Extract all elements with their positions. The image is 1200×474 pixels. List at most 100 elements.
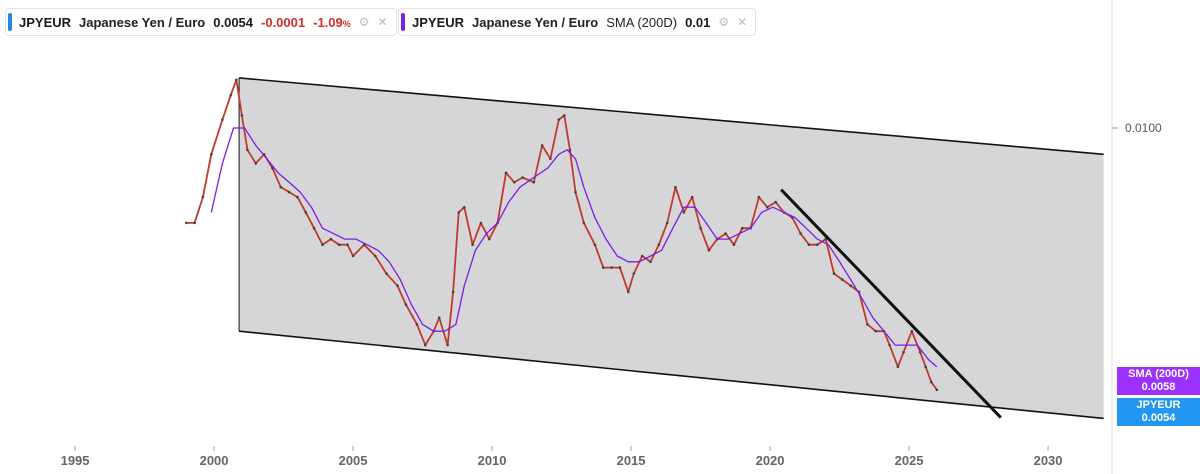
- price-point-7: [240, 114, 244, 117]
- price-point-21: [351, 254, 355, 258]
- price-point-34: [463, 205, 466, 209]
- gear-icon[interactable]: ⚙: [718, 15, 730, 29]
- price-point-24: [385, 272, 388, 275]
- price-point-75: [799, 232, 802, 235]
- price-point-36: [479, 221, 483, 225]
- sma-series-line: [210, 127, 938, 368]
- price-point-8: [246, 148, 249, 152]
- price-point-19: [337, 243, 341, 246]
- price-point-90: [918, 351, 922, 354]
- price-point-46: [563, 114, 566, 117]
- price-point-6: [235, 78, 238, 82]
- channel-upper-line: [239, 77, 1104, 156]
- price-point-72: [774, 200, 777, 204]
- price-point-71: [766, 205, 769, 209]
- price-point-23: [374, 254, 377, 258]
- sma-tag-label: SMA (200D): [1128, 368, 1189, 380]
- price-point-4: [221, 118, 224, 121]
- price-point-27: [415, 323, 419, 326]
- sma-price-tag: SMA (200D) 0.0058: [1117, 367, 1200, 395]
- price-point-44: [549, 157, 552, 161]
- price-point-60: [674, 185, 677, 189]
- close-icon[interactable]: ✕: [377, 15, 388, 29]
- sma-series-swatch: [401, 13, 405, 31]
- price-point-62: [690, 195, 694, 199]
- price-point-13: [287, 190, 291, 194]
- series-layer: [185, 78, 939, 392]
- price-point-18: [329, 237, 333, 241]
- price-point-12: [279, 185, 283, 189]
- legend-sma-name: Japanese Yen / Euro: [472, 14, 599, 30]
- price-point-5: [229, 94, 232, 97]
- downtrend-line: [780, 188, 1002, 419]
- price-tag-label: JPYEUR: [1136, 399, 1181, 411]
- price-point-58: [657, 243, 661, 246]
- channel-lower-line: [238, 330, 1104, 420]
- close-icon[interactable]: ✕: [737, 15, 748, 29]
- price-point-42: [532, 181, 536, 184]
- sma-tag-value: 0.0058: [1141, 381, 1176, 393]
- x-tick-label-1995: 1995: [61, 453, 90, 468]
- x-tick-label-2005: 2005: [339, 453, 368, 468]
- price-point-1: [193, 221, 196, 225]
- price-point-47: [568, 148, 572, 152]
- gear-icon[interactable]: ⚙: [358, 15, 370, 29]
- price-point-64: [707, 249, 711, 252]
- legend-symbol: JPYEUR: [19, 14, 72, 30]
- legend-value: 0.0054: [213, 14, 254, 30]
- price-point-87: [896, 365, 900, 369]
- price-point-26: [404, 303, 408, 306]
- price-point-3: [210, 153, 213, 156]
- price-point-66: [724, 232, 727, 235]
- legend-change-pct: -1.09%: [313, 14, 351, 30]
- price-point-15: [304, 211, 308, 214]
- price-point-68: [741, 226, 744, 230]
- legend-name: Japanese Yen / Euro: [79, 14, 206, 30]
- price-point-17: [321, 243, 324, 246]
- x-tick-label-2015: 2015: [617, 453, 646, 468]
- price-point-88: [902, 351, 905, 354]
- price-point-91: [924, 365, 927, 369]
- price-point-57: [649, 260, 652, 264]
- price-point-76: [807, 243, 811, 246]
- price-point-80: [841, 278, 844, 281]
- price-point-48: [574, 190, 577, 194]
- price-point-9: [254, 162, 258, 165]
- legend-price[interactable]: JPYEUR Japanese Yen / Euro 0.0054 -0.000…: [5, 8, 397, 36]
- channel-fill: [239, 77, 1104, 419]
- price-point-43: [540, 144, 544, 147]
- y-tick-label-0.0100: 0.0100: [1125, 121, 1162, 135]
- price-point-37: [488, 237, 491, 241]
- x-tick-label-2025: 2025: [895, 453, 924, 468]
- price-point-39: [504, 171, 508, 175]
- price-point-25: [396, 284, 399, 288]
- price-point-79: [832, 272, 836, 275]
- legend-sma[interactable]: JPYEUR Japanese Yen / Euro SMA (200D) 0.…: [398, 8, 757, 36]
- price-point-53: [618, 266, 622, 269]
- price-point-93: [935, 388, 939, 392]
- price-point-54: [627, 290, 630, 294]
- price-tag: JPYEUR 0.0054: [1117, 398, 1200, 426]
- price-point-35: [471, 243, 474, 246]
- price-point-86: [888, 343, 891, 347]
- price-point-33: [457, 211, 461, 214]
- price-point-61: [682, 211, 686, 214]
- price-point-41: [521, 176, 524, 179]
- price-point-83: [866, 323, 869, 326]
- price-point-28: [424, 343, 427, 347]
- channel-layer: [238, 77, 1104, 420]
- x-tick-label-2030: 2030: [1034, 453, 1063, 468]
- legend-sma-indicator: SMA (200D): [606, 14, 678, 30]
- trendline-layer: [780, 188, 1002, 419]
- price-point-77: [816, 243, 819, 246]
- price-point-40: [513, 181, 516, 184]
- price-point-0: [185, 221, 188, 225]
- legend-sma-symbol: JPYEUR: [412, 14, 465, 30]
- price-point-45: [557, 118, 561, 121]
- price-point-56: [640, 254, 644, 258]
- axes-layer: 1995 2000 2005 2010 2015 2020 2025 2030 0.0100: [61, 0, 1162, 474]
- price-point-70: [757, 195, 761, 199]
- price-point-67: [732, 243, 736, 246]
- price-point-59: [665, 221, 669, 225]
